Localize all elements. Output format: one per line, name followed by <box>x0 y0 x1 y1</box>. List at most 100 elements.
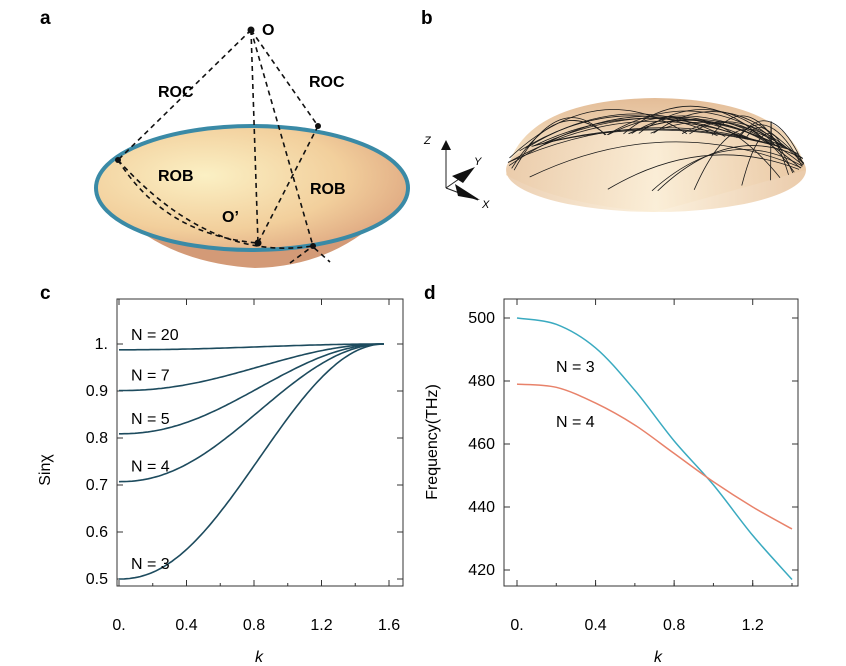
series-label: N = 3 <box>556 359 595 376</box>
chart-c-ticks: 0. 0.4 0.8 1.2 1.6 0.5 0.6 0.7 0.8 0.9 1. <box>86 299 403 634</box>
y-tick-label: 500 <box>468 310 495 327</box>
y-tick-label: 0.8 <box>86 430 108 447</box>
axis-label-x: X <box>481 199 490 211</box>
x-tick-label: 0. <box>112 617 125 634</box>
chart-c-lines <box>118 343 384 580</box>
ray-path <box>651 149 803 192</box>
series-line <box>119 343 384 392</box>
chart-c: 0. 0.4 0.8 1.2 1.60.50.60.70.80.91. N = 20N … <box>37 298 404 666</box>
label-o: O <box>262 22 274 39</box>
x-tick-label: 0.8 <box>243 617 265 634</box>
axes-indicator: Z Y X <box>423 135 490 211</box>
chart-c-labels: N = 20 N = 7 N = 5 N = 4 N = 3 <box>131 327 179 573</box>
ray-path <box>741 133 784 186</box>
bowl-rim <box>94 124 410 252</box>
chart-d-frame <box>503 298 799 587</box>
series-label: N = 4 <box>556 414 595 431</box>
y-axis-arrow <box>452 167 475 183</box>
series-label: N = 20 <box>131 327 179 344</box>
panel-label-b: b <box>421 8 433 29</box>
ray-path <box>519 115 718 152</box>
ray-path <box>623 105 769 144</box>
panel-label-d: d <box>424 283 436 304</box>
series-label: N = 4 <box>131 459 170 476</box>
series-line <box>119 343 384 435</box>
series-label: N = 5 <box>131 411 170 428</box>
series-line <box>118 343 384 483</box>
chart-d-xlabel: k <box>654 649 663 666</box>
ray-path <box>657 145 804 192</box>
right-rim-point-dot <box>315 123 321 129</box>
ray-path <box>693 128 776 190</box>
series-label: N = 3 <box>131 556 170 573</box>
point-o-dot <box>247 26 255 34</box>
ray-path <box>606 110 785 149</box>
ray-path <box>507 127 764 163</box>
x-tick-label: 1.2 <box>742 617 764 634</box>
x-axis-arrow <box>455 184 480 200</box>
diagram-b: Z Y X <box>423 98 806 212</box>
y-tick-label: 0.6 <box>86 524 108 541</box>
bowl-surface <box>96 126 408 250</box>
y-tick-label: 420 <box>468 562 495 579</box>
chart-d-labels: N = 3 N = 4 <box>556 359 595 431</box>
label-roc-right: ROC <box>309 74 345 91</box>
series-label: N = 7 <box>131 368 170 385</box>
diagram-a: O ROC ROC ROB ROB O’ <box>94 22 410 268</box>
axis-label-y: Y <box>474 156 482 168</box>
panel-label-a: a <box>40 8 51 29</box>
dome-base <box>506 128 806 212</box>
chart-d-ylabel: Frequency(THz) <box>424 384 441 500</box>
series-line <box>119 343 384 580</box>
y-tick-label: 0.7 <box>86 477 108 494</box>
x-tick-label: 0.8 <box>663 617 685 634</box>
y-tick-label: 1. <box>95 336 108 353</box>
panel-label-c: c <box>40 283 51 304</box>
label-rob-right: ROB <box>310 181 346 198</box>
ray-path <box>607 115 804 166</box>
ray-path <box>650 121 801 169</box>
axis-label-z: Z <box>423 135 432 147</box>
y-tick-label: 0.9 <box>86 383 108 400</box>
ray-path <box>681 121 804 165</box>
point-o-prime-dot <box>254 239 262 247</box>
ray-path <box>770 121 772 181</box>
ray-path <box>531 129 790 150</box>
ray-path <box>525 113 726 149</box>
y-tick-label: 480 <box>468 373 495 390</box>
rim-point-dot <box>310 243 316 249</box>
left-rim-point-dot <box>115 157 121 163</box>
series-line <box>516 383 793 530</box>
ray-path <box>509 109 688 159</box>
chart-c-xlabel: k <box>255 649 264 666</box>
ray-path <box>529 141 802 178</box>
label-roc-left: ROC <box>158 84 194 101</box>
label-rob-left: ROB <box>158 168 194 185</box>
y-tick-label: 0.5 <box>86 571 108 588</box>
construction-lines <box>117 29 331 264</box>
x-tick-label: 1.2 <box>310 617 332 634</box>
ray-path <box>638 109 783 148</box>
series-line <box>516 317 793 580</box>
chart-d-ticks: 0. 0.4 0.8 1.2 420 440 460 480 500 <box>468 299 798 634</box>
ray-path <box>711 115 794 174</box>
x-tick-label: 0.4 <box>584 617 606 634</box>
chart-c-frame <box>116 298 404 587</box>
chart-d-lines <box>516 317 793 580</box>
ray-path <box>513 117 606 171</box>
ray-path <box>607 154 800 190</box>
chart-c-ylabel: Sinχ <box>37 454 54 486</box>
ray-path <box>511 120 607 169</box>
y-tick-label: 440 <box>468 499 495 516</box>
x-tick-label: 1.6 <box>378 617 400 634</box>
ray-traces <box>507 105 805 192</box>
x-tick-label: 0. <box>510 617 523 634</box>
y-tick-label: 460 <box>468 436 495 453</box>
x-tick-label: 0.4 <box>175 617 197 634</box>
z-axis-arrow <box>441 140 451 150</box>
label-o-prime: O’ <box>222 209 239 226</box>
ray-path <box>631 116 781 178</box>
series-line <box>119 343 384 351</box>
